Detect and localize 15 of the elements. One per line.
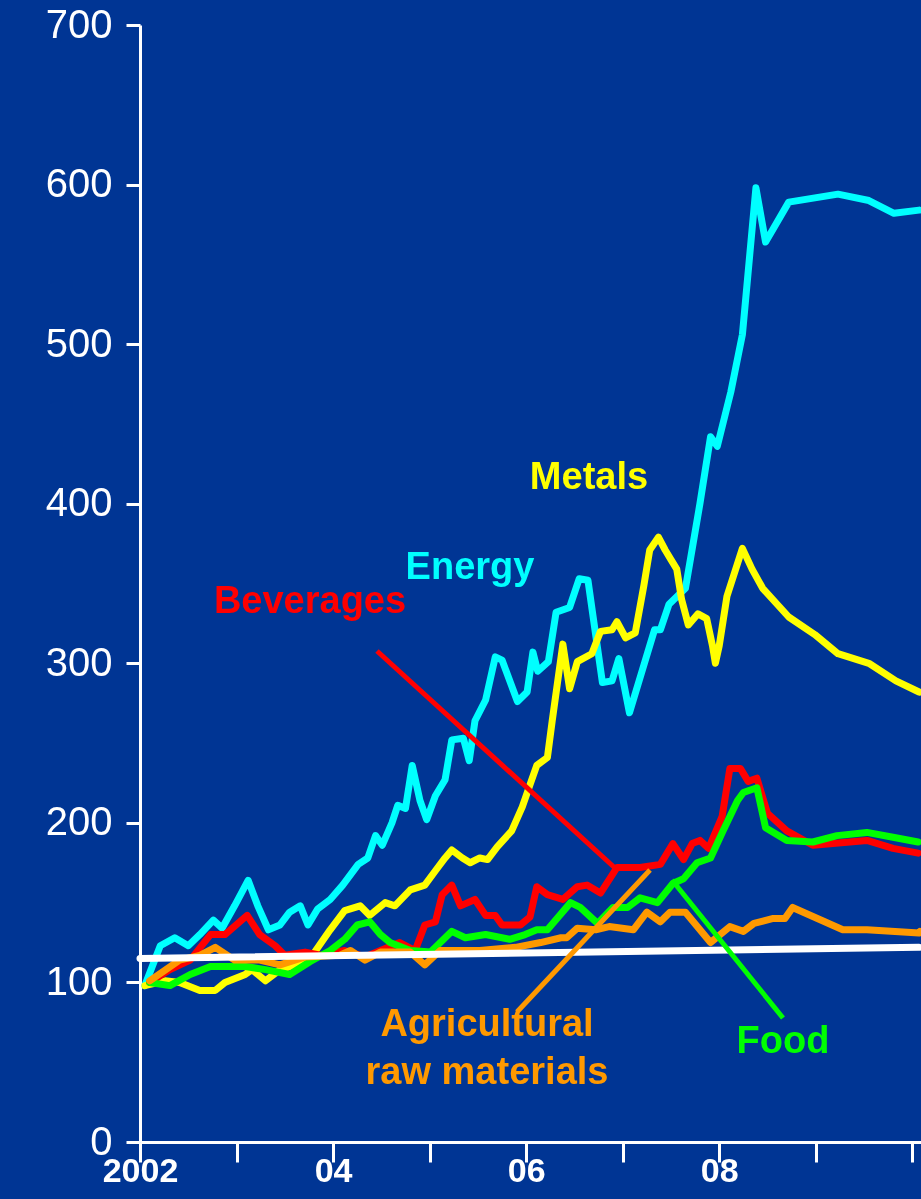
x-tick-label: 08	[700, 1150, 739, 1189]
series-label: Energy	[405, 545, 535, 587]
series-label: Metals	[529, 455, 649, 497]
y-tick-label: 200	[45, 799, 113, 844]
y-tick-label: 700	[45, 1, 113, 46]
y-tick-label: 500	[45, 320, 113, 365]
text: Food	[736, 1019, 830, 1061]
series-label: Agricultural raw materials	[365, 1002, 609, 1092]
x-tick-label: 04	[314, 1150, 353, 1189]
y-tick-label: 400	[45, 480, 113, 525]
y-tick-label: 100	[45, 958, 113, 1003]
x-tick-label: 06	[507, 1150, 546, 1189]
y-tick-label: 600	[45, 161, 113, 206]
text: Beverages	[213, 579, 407, 621]
y-tick-label: 300	[45, 639, 113, 684]
